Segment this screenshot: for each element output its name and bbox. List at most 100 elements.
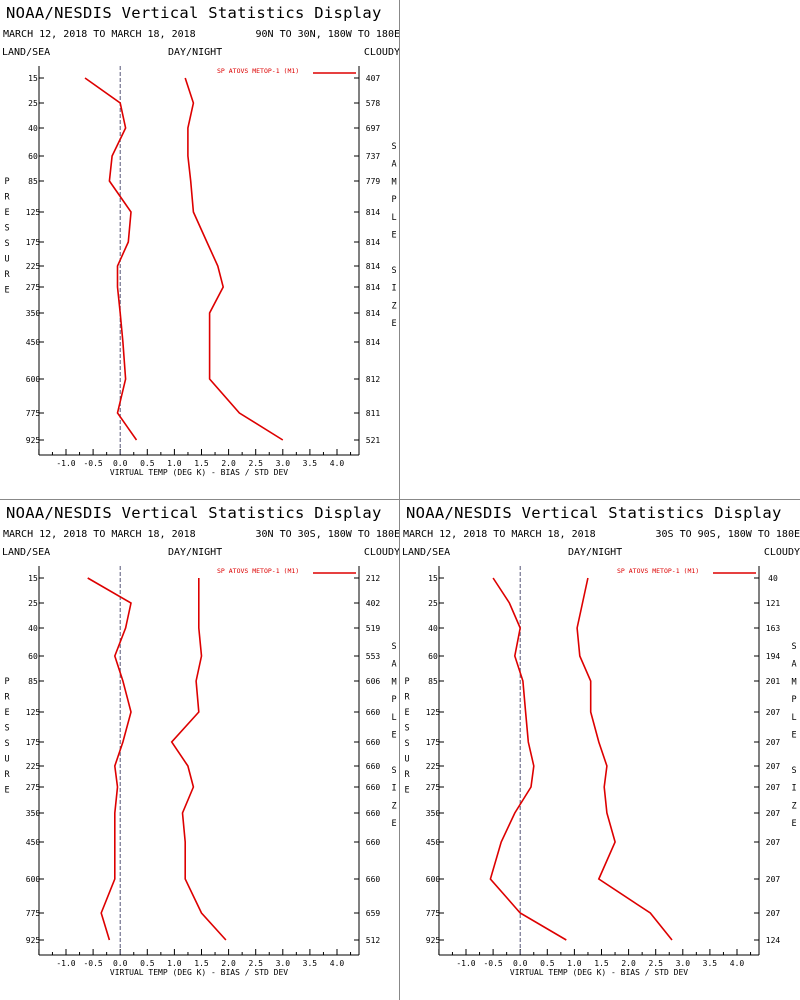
pressure-axis-letter: R <box>4 770 10 780</box>
sample-size-label: 660 <box>366 738 381 747</box>
pressure-level-label: 60 <box>28 652 38 661</box>
pressure-level-label: 450 <box>26 838 41 847</box>
x-tick-label: 3.5 <box>303 459 318 468</box>
sample-axis-letter: E <box>391 731 396 741</box>
pressure-level-label: 275 <box>426 783 441 792</box>
sample-axis-letter: S <box>391 266 396 276</box>
pressure-axis-letter: U <box>4 255 9 265</box>
sample-size-label: 407 <box>366 74 381 83</box>
pressure-axis-letter: R <box>4 270 10 280</box>
sample-size-label: 814 <box>366 208 381 217</box>
sample-axis-letter: S <box>391 642 396 652</box>
pressure-axis-letter: E <box>404 786 409 796</box>
pressure-axis-letter: P <box>4 677 9 687</box>
sample-size-label: 814 <box>366 309 381 318</box>
pressure-level-label: 225 <box>426 762 441 771</box>
sample-size-label: 207 <box>766 708 781 717</box>
sample-size-label: 814 <box>366 338 381 347</box>
x-tick-label: 2.0 <box>221 459 236 468</box>
sample-size-label: 814 <box>366 283 381 292</box>
sample-size-label: 660 <box>366 809 381 818</box>
sample-axis-letter: S <box>391 142 396 152</box>
pressure-level-label: 125 <box>426 708 441 717</box>
panel-divider-horizontal <box>0 499 800 500</box>
sample-axis-letter: L <box>391 213 396 223</box>
sample-axis-letter: M <box>391 677 396 687</box>
pressure-level-label: 175 <box>426 738 441 747</box>
pressure-level-label: 85 <box>28 177 38 186</box>
pressure-axis-letter: S <box>4 224 9 234</box>
std-dev-line <box>576 577 673 941</box>
bias-line <box>84 77 138 441</box>
bias-line <box>489 577 567 941</box>
sample-axis-letter: E <box>791 819 796 829</box>
x-tick-label: 3.0 <box>276 459 291 468</box>
pressure-axis-letter: S <box>4 724 9 734</box>
sample-axis-letter: S <box>391 766 396 776</box>
sample-size-label: 659 <box>366 909 381 918</box>
pressure-axis-letter: U <box>4 755 9 765</box>
x-tick-label: 1.5 <box>194 959 209 968</box>
pressure-level-label: 25 <box>28 99 38 108</box>
pressure-level-label: 275 <box>26 783 41 792</box>
legend-label: SP ATOVS METOP-1 (M1) <box>617 567 699 575</box>
x-axis-label: VIRTUAL TEMP (DEG K) - BIAS / STD DEV <box>110 468 288 477</box>
sample-size-label: 207 <box>766 909 781 918</box>
x-tick-label: 3.0 <box>276 959 291 968</box>
sample-size-label: 207 <box>766 738 781 747</box>
x-tick-label: 3.5 <box>703 959 718 968</box>
bias-line <box>87 577 132 941</box>
x-tick-label: 2.0 <box>221 959 236 968</box>
pressure-level-label: 40 <box>428 624 438 633</box>
sample-size-label: 697 <box>366 124 381 133</box>
sample-axis-letter: Z <box>391 301 396 311</box>
pressure-axis-letter: S <box>4 739 9 749</box>
sample-axis-letter: A <box>391 660 396 670</box>
pressure-axis-letter: P <box>404 677 409 687</box>
pressure-level-label: 175 <box>26 238 41 247</box>
sample-axis-letter: M <box>391 177 396 187</box>
sample-axis-letter: P <box>791 695 796 705</box>
land-sea-label: LAND/SEA <box>2 47 51 58</box>
pressure-axis-letter: R <box>404 770 410 780</box>
pressure-level-label: 925 <box>26 936 41 945</box>
sample-axis-letter: A <box>791 660 796 670</box>
sample-size-label: 519 <box>366 624 381 633</box>
pressure-level-label: 40 <box>28 124 38 133</box>
sample-size-label: 660 <box>366 783 381 792</box>
pressure-level-label: 350 <box>426 809 441 818</box>
vertical-profile-plot: -1.0 -0.5 0.0 0.5 1.0 1.5 2.0 2.5 3.0 3.5 4.0 VIRTU… <box>404 566 797 977</box>
x-tick-label: 1.5 <box>594 959 609 968</box>
sample-size-label: 660 <box>366 708 381 717</box>
pressure-level-label: 600 <box>26 875 41 884</box>
pressure-level-label: 350 <box>26 809 41 818</box>
std-dev-line <box>184 77 284 441</box>
x-tick-label: -0.5 <box>83 959 102 968</box>
day-night-label: DAY/NIGHT <box>168 547 223 558</box>
sample-size-label: 512 <box>366 936 381 945</box>
pressure-axis-letter: S <box>404 739 409 749</box>
sample-size-label: 812 <box>366 375 381 384</box>
sample-size-label: 737 <box>366 152 381 161</box>
sample-size-label: 163 <box>766 624 781 633</box>
date-range: MARCH 12, 2018 TO MARCH 18, 2018 <box>3 529 196 540</box>
pressure-level-label: 15 <box>28 574 38 583</box>
pressure-axis-letter: E <box>404 708 409 718</box>
chart-panel-sh: NOAA/NESDIS Vertical Statistics Display … <box>400 500 800 1000</box>
chart-panel-tropics: NOAA/NESDIS Vertical Statistics Display … <box>0 500 400 1000</box>
pressure-level-label: 600 <box>426 875 441 884</box>
sample-axis-letter: S <box>791 766 796 776</box>
sample-axis-letter: L <box>391 713 396 723</box>
x-tick-label: 0.0 <box>513 959 528 968</box>
legend-label: SP ATOVS METOP-1 (M1) <box>217 567 299 575</box>
sample-axis-letter: E <box>391 319 396 329</box>
pressure-axis-letter: R <box>4 693 10 703</box>
x-axis-label: VIRTUAL TEMP (DEG K) - BIAS / STD DEV <box>110 968 288 977</box>
pressure-level-label: 600 <box>26 375 41 384</box>
pressure-level-label: 225 <box>26 762 41 771</box>
pressure-axis-letter: U <box>404 755 409 765</box>
sample-axis-letter: P <box>391 195 396 205</box>
vertical-profile-plot: -1.0 -0.5 0.0 0.5 1.0 1.5 2.0 2.5 3.0 3.5 4.0 VIRTU… <box>4 566 397 977</box>
sample-size-label: 207 <box>766 762 781 771</box>
sample-axis-letter: E <box>391 231 396 241</box>
